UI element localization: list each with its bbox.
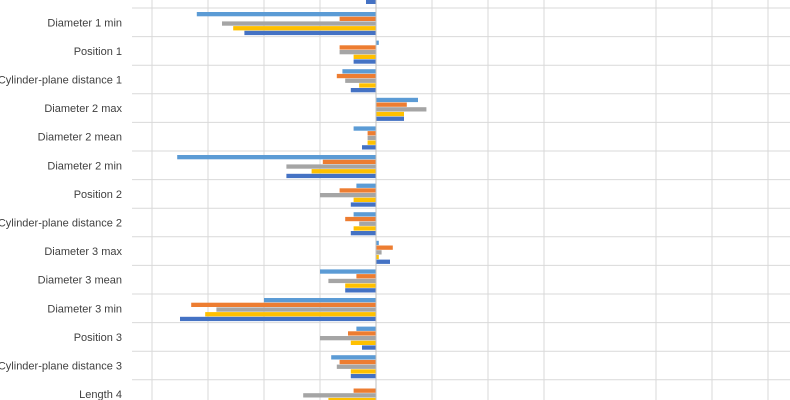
bar-8-series-2 [376, 250, 382, 255]
bar-4-series-3 [367, 140, 376, 145]
category-label-7: Cylinder-plane distance 2 [0, 218, 122, 230]
bar-13-series-3 [328, 397, 376, 400]
bar-2-series-4 [350, 88, 376, 93]
bar-10-series-2 [216, 307, 376, 312]
category-label-11: Position 3 [74, 332, 122, 344]
bar-5-series-0 [177, 155, 376, 160]
bar-7-series-0 [353, 212, 376, 217]
category-label-9: Diameter 3 mean [38, 275, 122, 287]
bar-4-series-2 [367, 135, 376, 141]
bar-0-series-0 [196, 12, 376, 17]
bar-7-series-3 [353, 226, 376, 231]
bar-7-series-2 [359, 221, 376, 226]
category-label-3: Diameter 2 max [44, 103, 122, 115]
bar-2-series-1 [336, 73, 376, 79]
bar-8-series-0 [376, 240, 379, 246]
bar-1-series-4 [353, 59, 376, 64]
bar-9-series-1 [356, 274, 376, 279]
bars [177, 0, 427, 400]
bar-4-series-1 [367, 131, 376, 136]
bar-5-series-4 [286, 173, 376, 179]
bar-10-series-0 [264, 298, 376, 303]
category-label-8: Diameter 3 max [44, 246, 122, 258]
bar-12-series-3 [350, 369, 376, 374]
bar-6-series-0 [356, 183, 376, 188]
category-label-1: Position 1 [74, 46, 122, 58]
bar-4-series-0 [353, 126, 376, 131]
bar-3-series-0 [376, 97, 418, 103]
bar-12-series-0 [331, 355, 376, 360]
bar-12-series-2 [336, 364, 376, 369]
bar-11-series-1 [348, 331, 376, 336]
bar-0-series-3 [233, 26, 376, 31]
bar-5-series-2 [286, 164, 376, 169]
bar-12-series-4 [350, 374, 376, 379]
category-label-12: Cylinder-plane distance 3 [0, 361, 122, 373]
bar-8-series-3 [376, 254, 379, 260]
bar-partial-top [366, 0, 376, 4]
category-label-4: Diameter 2 mean [38, 132, 122, 144]
bar-13-series-2 [303, 393, 376, 398]
bar-7-series-4 [350, 231, 376, 236]
category-label-2: Cylinder-plane distance 1 [0, 75, 122, 87]
bar-3-series-3 [376, 111, 404, 117]
grid [132, 0, 790, 400]
bar-0-series-1 [339, 16, 376, 21]
bar-6-series-3 [353, 197, 376, 202]
category-label-10: Diameter 3 min [47, 303, 122, 315]
bar-9-series-3 [345, 283, 376, 288]
bar-4-series-4 [362, 145, 376, 150]
bar-3-series-1 [376, 102, 407, 107]
bar-2-series-3 [359, 83, 376, 88]
bar-11-series-2 [320, 336, 376, 341]
bar-10-series-4 [180, 316, 376, 322]
bar-8-series-4 [376, 259, 390, 264]
bar-0-series-4 [244, 30, 376, 36]
bar-3-series-4 [376, 116, 404, 121]
bar-1-series-3 [353, 54, 376, 59]
bar-12-series-1 [339, 359, 376, 365]
bar-5-series-1 [322, 159, 376, 164]
bar-2-series-0 [342, 69, 376, 74]
bar-5-series-3 [311, 169, 376, 174]
bar-0-series-2 [222, 21, 376, 26]
bar-10-series-3 [205, 312, 376, 317]
bar-1-series-1 [339, 45, 376, 50]
category-label-13: Length 4 [79, 389, 122, 400]
bar-1-series-2 [339, 50, 376, 55]
bar-8-series-1 [376, 245, 393, 250]
bar-9-series-4 [345, 288, 376, 293]
bar-11-series-3 [350, 340, 376, 345]
bar-9-series-0 [320, 269, 376, 274]
bar-2-series-2 [345, 78, 376, 83]
bar-9-series-2 [328, 278, 376, 284]
category-labels: Diameter 1 min Position 1 Cylinder-plane d… [0, 17, 122, 400]
bar-10-series-1 [191, 302, 376, 307]
category-label-6: Position 2 [74, 189, 122, 201]
bar-11-series-0 [356, 326, 376, 331]
bar-6-series-1 [339, 188, 376, 193]
bar-6-series-4 [350, 202, 376, 207]
bar-7-series-1 [345, 216, 376, 222]
bar-1-series-0 [376, 40, 379, 45]
bar-3-series-2 [376, 107, 427, 112]
bar-6-series-2 [320, 193, 376, 198]
bar-11-series-4 [362, 345, 376, 350]
bar-13-series-1 [353, 388, 376, 393]
category-label-0: Diameter 1 min [47, 17, 122, 29]
category-label-5: Diameter 2 min [47, 160, 122, 172]
